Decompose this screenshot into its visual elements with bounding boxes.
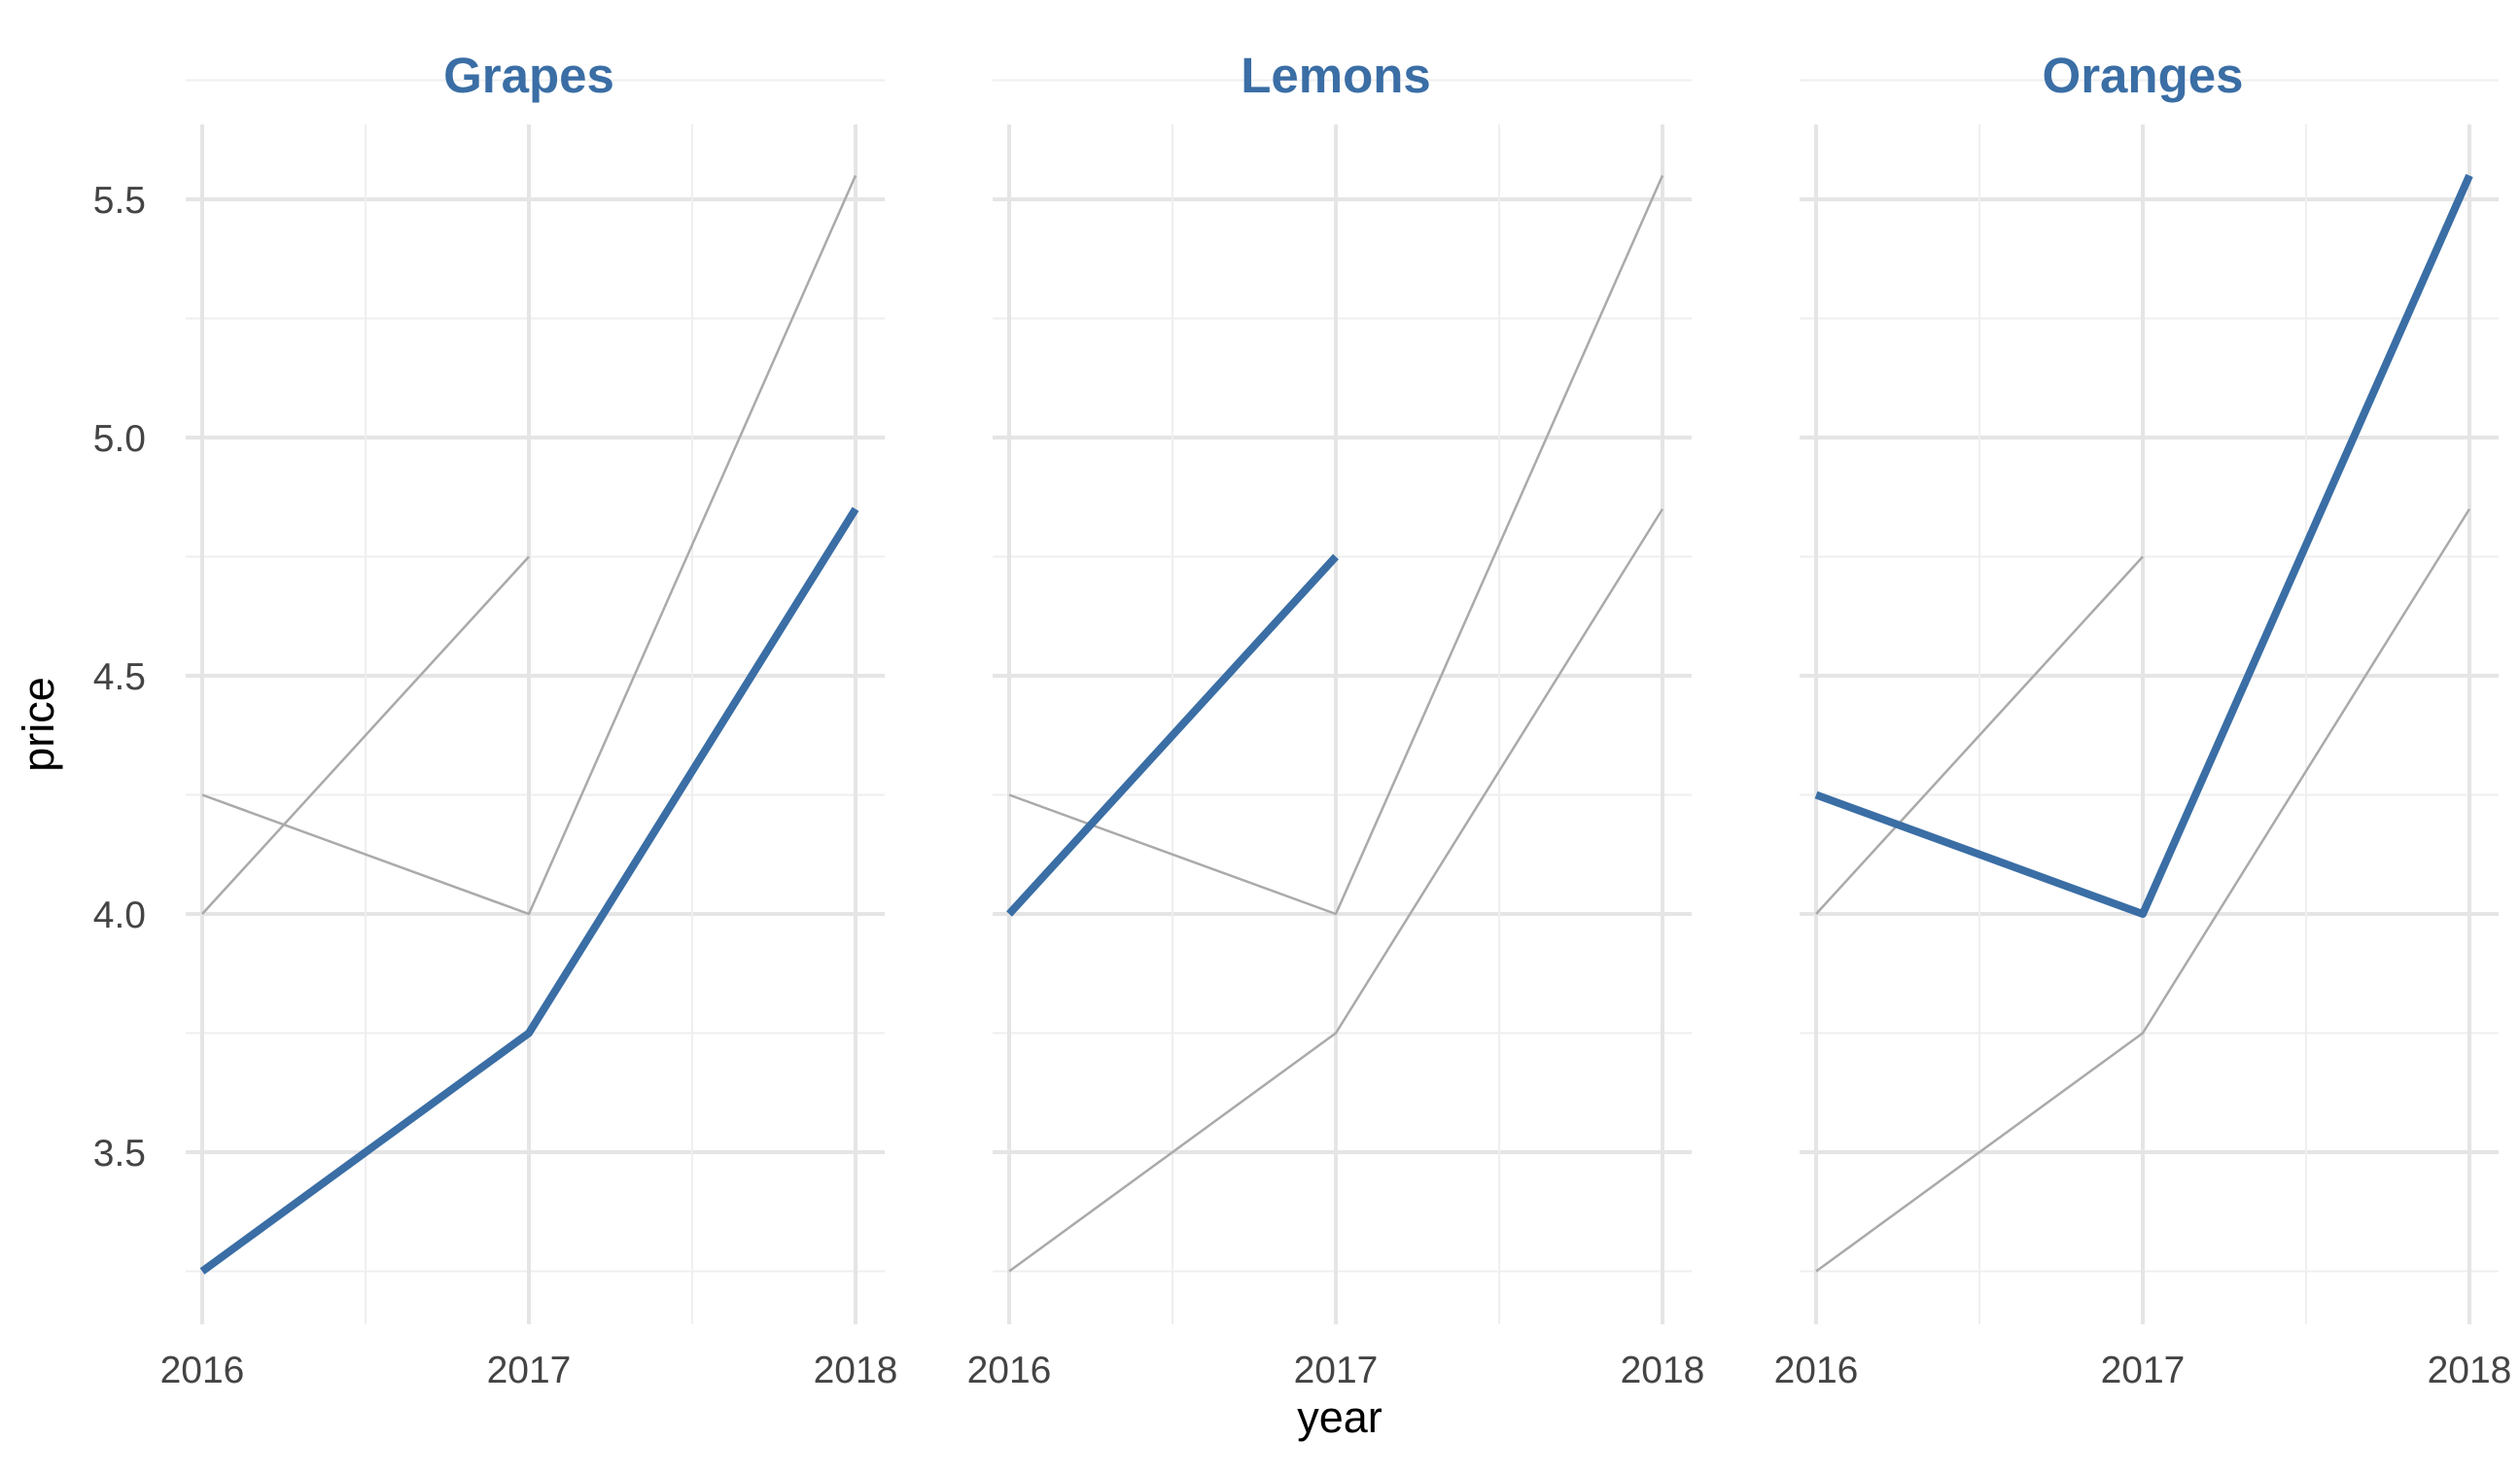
panel-lemons: Lemons 2016 2017 2018 <box>967 48 1705 1391</box>
context-series-line <box>1815 508 2471 1273</box>
panel-title-lemons: Lemons <box>1241 48 1431 103</box>
series-line-oranges <box>1814 173 2473 918</box>
y-tick-label: 3.5 <box>93 1133 146 1175</box>
x-tick-label: 2018 <box>2428 1350 2512 1391</box>
y-tick-label: 4.5 <box>93 656 146 698</box>
x-axis-title: year <box>1297 1392 1382 1442</box>
context-series-line <box>1815 555 2144 915</box>
context-series-line <box>201 174 858 916</box>
y-tick-label: 5.0 <box>93 418 146 460</box>
y-axis-title: price <box>14 677 63 772</box>
context-series-line <box>1008 174 1664 916</box>
y-tick-label: 5.5 <box>93 180 146 222</box>
panel-oranges: Oranges 2016 2017 2018 <box>1774 48 2512 1391</box>
x-tick-label: 2016 <box>160 1350 245 1391</box>
x-tick-label: 2017 <box>1294 1350 1379 1391</box>
x-tick-label: 2016 <box>967 1350 1052 1391</box>
x-tick-label: 2017 <box>2101 1350 2186 1391</box>
series-line-lemons <box>1006 553 1339 917</box>
panel-grapes: Grapes 2016 2017 2018 <box>160 48 898 1391</box>
series-line-grapes <box>199 507 859 1275</box>
x-tick-label: 2018 <box>814 1350 898 1391</box>
x-tick-label: 2016 <box>1774 1350 1859 1391</box>
x-tick-label: 2017 <box>487 1350 572 1391</box>
panel-title-grapes: Grapes <box>443 48 614 103</box>
panel-title-oranges: Oranges <box>2043 48 2244 103</box>
x-tick-label: 2018 <box>1621 1350 1705 1391</box>
y-tick-label: 4.0 <box>93 895 146 936</box>
context-series-line <box>201 555 530 915</box>
context-series-line <box>1008 508 1664 1273</box>
